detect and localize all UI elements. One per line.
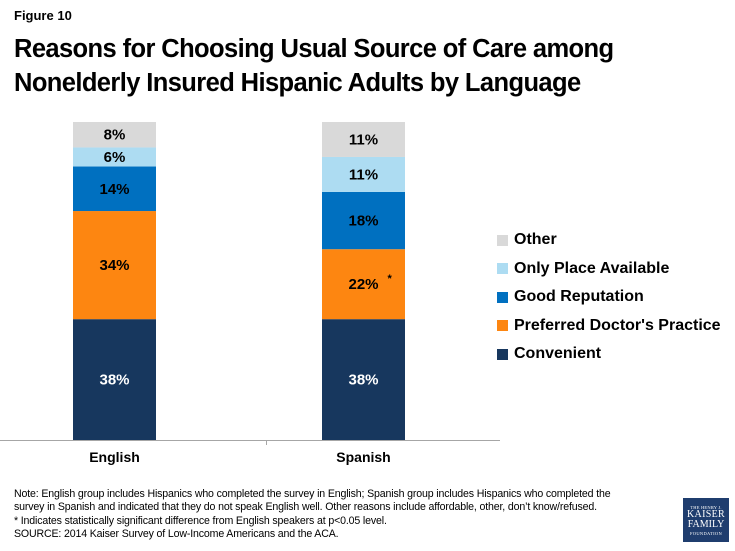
data-label-english-other: 8% — [104, 127, 126, 144]
bar-segment-english-preferred-doctor-s-practice — [73, 211, 156, 320]
legend-label: Preferred Doctor's Practice — [514, 316, 721, 334]
legend-swatch-good-reputation — [497, 291, 508, 303]
logo-line-4: FOUNDATION — [690, 530, 722, 536]
source-note: SOURCE: 2014 Kaiser Survey of Low-Income… — [14, 528, 339, 541]
legend-item: Other — [497, 226, 721, 255]
legend-label: Good Reputation — [514, 288, 644, 306]
legend-swatch-only-place-available — [497, 263, 508, 275]
bars-group: 38% 34% 14% 6% 8% 38% 22% * 18% 11% 11% — [73, 122, 405, 440]
data-label-spanish-good-reputation: 18% — [348, 213, 378, 230]
note-line: Note: English group includes Hispanics w… — [14, 488, 611, 500]
data-label-spanish-other: 11% — [349, 131, 378, 148]
bar-segment-spanish-only-place-available — [322, 156, 405, 192]
data-label-english-good-reputation: 14% — [99, 181, 129, 198]
chart-title-line-2: Nonelderly Insured Hispanic Adults by La… — [14, 69, 581, 97]
category-label-english: English — [89, 449, 140, 465]
data-label-spanish-preferred-doctor-s-practice: 22% — [348, 276, 378, 293]
bar-segment-english-convenient — [73, 319, 156, 440]
kff-logo: THE HENRY J. KAISER FAMILY FOUNDATION — [683, 498, 729, 542]
data-label-spanish-convenient: 38% — [348, 372, 378, 389]
category-labels: English Spanish — [89, 449, 391, 465]
note-line: survey in Spanish and indicated that the… — [14, 501, 597, 514]
data-label-english-preferred-doctor-s-practice: 34% — [99, 257, 129, 274]
legend-item: Good Reputation — [497, 283, 721, 312]
logo-line-1: THE HENRY J. — [690, 504, 722, 510]
figure-label: Figure 10 — [14, 8, 72, 23]
data-label-spanish-only-place-available: 11% — [349, 166, 378, 183]
category-label-spanish: Spanish — [336, 449, 390, 465]
bar-segment-spanish-other — [322, 122, 405, 157]
footnotes: Note: English group includes Hispanics w… — [14, 488, 674, 542]
legend-item: Only Place Available — [497, 255, 721, 284]
legend-swatch-other — [497, 234, 508, 246]
bar-segment-spanish-preferred-doctor-s-practice — [322, 249, 405, 320]
logo-line-2: KAISER — [687, 508, 725, 520]
chart-title-line-1: Reasons for Choosing Usual Source of Car… — [14, 35, 614, 63]
bar-segment-english-only-place-available — [73, 147, 156, 167]
significance-marker: * — [388, 273, 393, 285]
legend-item: Convenient — [497, 340, 721, 369]
legend-label: Only Place Available — [514, 259, 670, 277]
significance-note: * Indicates statistically significant di… — [14, 514, 387, 527]
legend-label: Convenient — [514, 345, 602, 363]
data-label-english-only-place-available: 6% — [104, 149, 126, 166]
legend-label: Other — [514, 231, 557, 249]
logo-line-3: FAMILY — [687, 518, 725, 530]
bar-segment-spanish-convenient — [322, 319, 405, 440]
legend: Other Only Place Available Good Reputati… — [497, 226, 721, 369]
legend-swatch-convenient — [497, 348, 508, 360]
stacked-bar-chart: 38% 34% 14% 6% 8% 38% 22% * 18% 11% 11% English Spa… — [0, 122, 500, 465]
data-label-english-convenient: 38% — [99, 372, 129, 389]
bar-segment-spanish-good-reputation — [322, 191, 405, 250]
chart-title: Reasons for Choosing Usual Source of Car… — [14, 32, 734, 100]
legend-item: Preferred Doctor's Practice — [497, 312, 721, 341]
legend-swatch-preferred-doctors-practice — [497, 320, 508, 332]
bar-segment-english-other — [73, 122, 156, 148]
bar-segment-english-good-reputation — [73, 166, 156, 212]
